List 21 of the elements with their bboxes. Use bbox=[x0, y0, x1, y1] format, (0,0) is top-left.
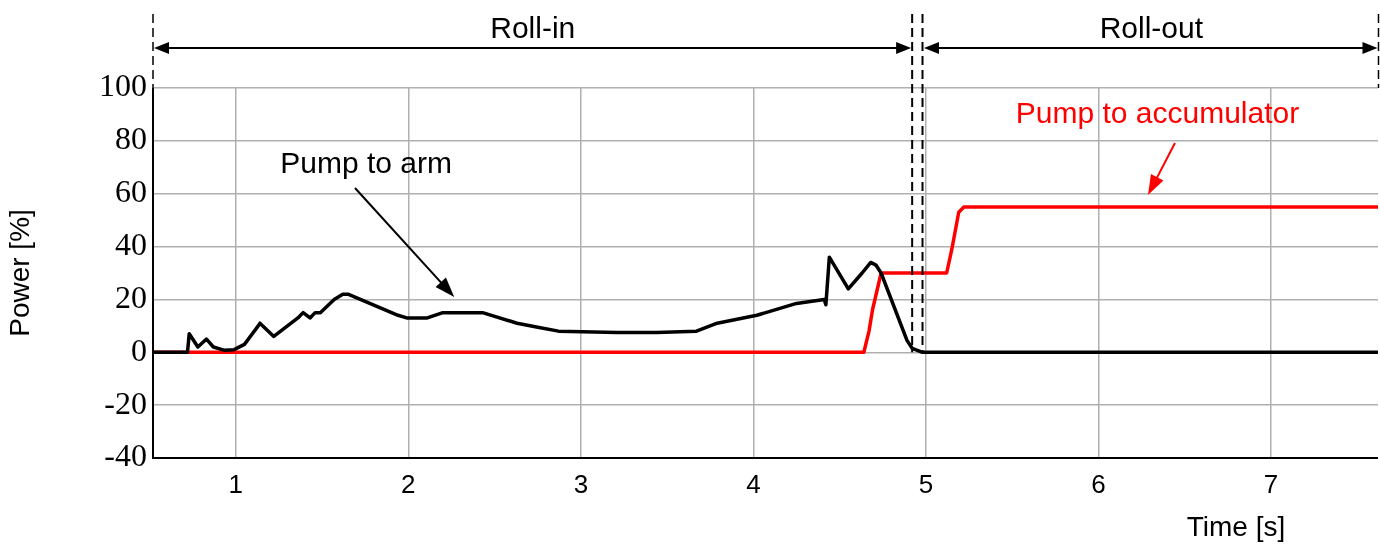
x-tick-label: 2 bbox=[401, 468, 416, 499]
y-axis-title: Power [%] bbox=[3, 209, 35, 337]
y-tick-label: 40 bbox=[115, 225, 147, 262]
y-tick-label: 0 bbox=[131, 331, 147, 368]
y-tick-label: 20 bbox=[115, 278, 147, 315]
x-tick-label: 3 bbox=[573, 468, 589, 499]
annotation: Pump to accumulator bbox=[1015, 96, 1300, 129]
y-tick-label: -20 bbox=[104, 384, 147, 421]
x-tick-label: 7 bbox=[1263, 468, 1279, 499]
text: Roll-out bbox=[1099, 11, 1204, 44]
text: Roll-in bbox=[490, 11, 576, 44]
annotation: Pump to arm bbox=[280, 146, 453, 179]
x-tick-label: 5 bbox=[918, 468, 934, 499]
y-tick-label: -40 bbox=[104, 437, 147, 474]
x-tick-label: 1 bbox=[228, 468, 244, 499]
y-tick-label: 100 bbox=[99, 67, 147, 104]
x-axis-title: Time [s] bbox=[1186, 510, 1286, 542]
y-tick-label: 80 bbox=[115, 120, 147, 157]
y-tick-label: 60 bbox=[115, 173, 147, 210]
x-tick-label: 4 bbox=[746, 468, 761, 499]
x-tick-label: 6 bbox=[1091, 468, 1106, 499]
